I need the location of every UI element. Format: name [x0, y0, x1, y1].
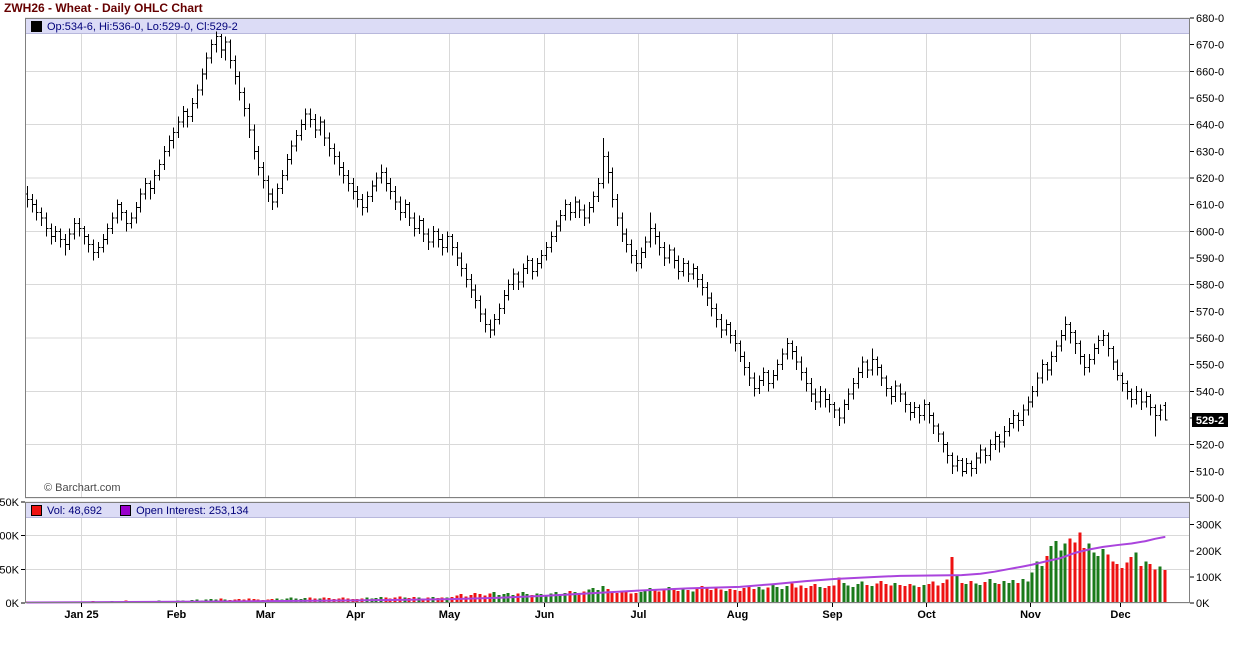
- svg-text:0K: 0K: [1196, 598, 1210, 610]
- svg-text:540-0: 540-0: [1196, 386, 1224, 398]
- volume-legend-text: Vol: 48,692: [47, 504, 103, 517]
- ohlc-legend-text: Op:534-6, Hi:536-0, Lo:529-0, Cl:529-2: [47, 20, 238, 33]
- svg-text:300K: 300K: [1196, 520, 1222, 532]
- svg-text:200K: 200K: [1196, 546, 1222, 558]
- volume-legend: Vol: 48,692 Open Interest: 253,134: [31, 504, 249, 517]
- svg-text:500-0: 500-0: [1196, 493, 1224, 505]
- open-interest-series-swatch: [120, 505, 132, 516]
- svg-text:680-0: 680-0: [1196, 13, 1224, 25]
- ohlc-legend: Op:534-6, Hi:536-0, Lo:529-0, Cl:529-2: [31, 20, 238, 33]
- svg-text:590-0: 590-0: [1196, 253, 1224, 265]
- svg-text:Jan 25: Jan 25: [64, 609, 98, 621]
- svg-text:May: May: [439, 609, 461, 621]
- svg-text:630-0: 630-0: [1196, 146, 1224, 158]
- svg-text:550-0: 550-0: [1196, 360, 1224, 372]
- svg-text:620-0: 620-0: [1196, 173, 1224, 185]
- svg-text:560-0: 560-0: [1196, 333, 1224, 345]
- svg-text:580-0: 580-0: [1196, 280, 1224, 292]
- svg-text:Nov: Nov: [1020, 609, 1042, 621]
- svg-text:Oct: Oct: [917, 609, 936, 621]
- svg-text:670-0: 670-0: [1196, 40, 1224, 52]
- svg-text:640-0: 640-0: [1196, 120, 1224, 132]
- svg-text:660-0: 660-0: [1196, 66, 1224, 78]
- svg-text:510-0: 510-0: [1196, 466, 1224, 478]
- svg-text:100K: 100K: [1196, 572, 1222, 584]
- open-interest-legend-text: Open Interest: 253,134: [136, 504, 249, 517]
- svg-text:610-0: 610-0: [1196, 200, 1224, 212]
- svg-text:Jul: Jul: [631, 609, 647, 621]
- page-title: ZWH26 - Wheat - Daily OHLC Chart: [4, 1, 203, 15]
- svg-text:100K: 100K: [0, 531, 20, 543]
- svg-text:Feb: Feb: [167, 609, 187, 621]
- volume-series-swatch: [31, 505, 42, 516]
- svg-text:Mar: Mar: [256, 609, 276, 621]
- ohlc-series-swatch: [31, 21, 42, 32]
- svg-text:Aug: Aug: [727, 609, 748, 621]
- barchart-watermark: © Barchart.com: [44, 482, 121, 494]
- svg-text:529-2: 529-2: [1196, 415, 1224, 427]
- svg-text:Jun: Jun: [535, 609, 555, 621]
- svg-text:520-0: 520-0: [1196, 440, 1224, 452]
- svg-text:50K: 50K: [0, 564, 20, 576]
- svg-text:Sep: Sep: [822, 609, 842, 621]
- svg-text:150K: 150K: [0, 497, 20, 509]
- svg-text:Dec: Dec: [1110, 609, 1130, 621]
- svg-text:570-0: 570-0: [1196, 306, 1224, 318]
- svg-text:600-0: 600-0: [1196, 226, 1224, 238]
- svg-text:Apr: Apr: [346, 609, 366, 621]
- svg-text:650-0: 650-0: [1196, 93, 1224, 105]
- svg-text:0K: 0K: [6, 598, 20, 610]
